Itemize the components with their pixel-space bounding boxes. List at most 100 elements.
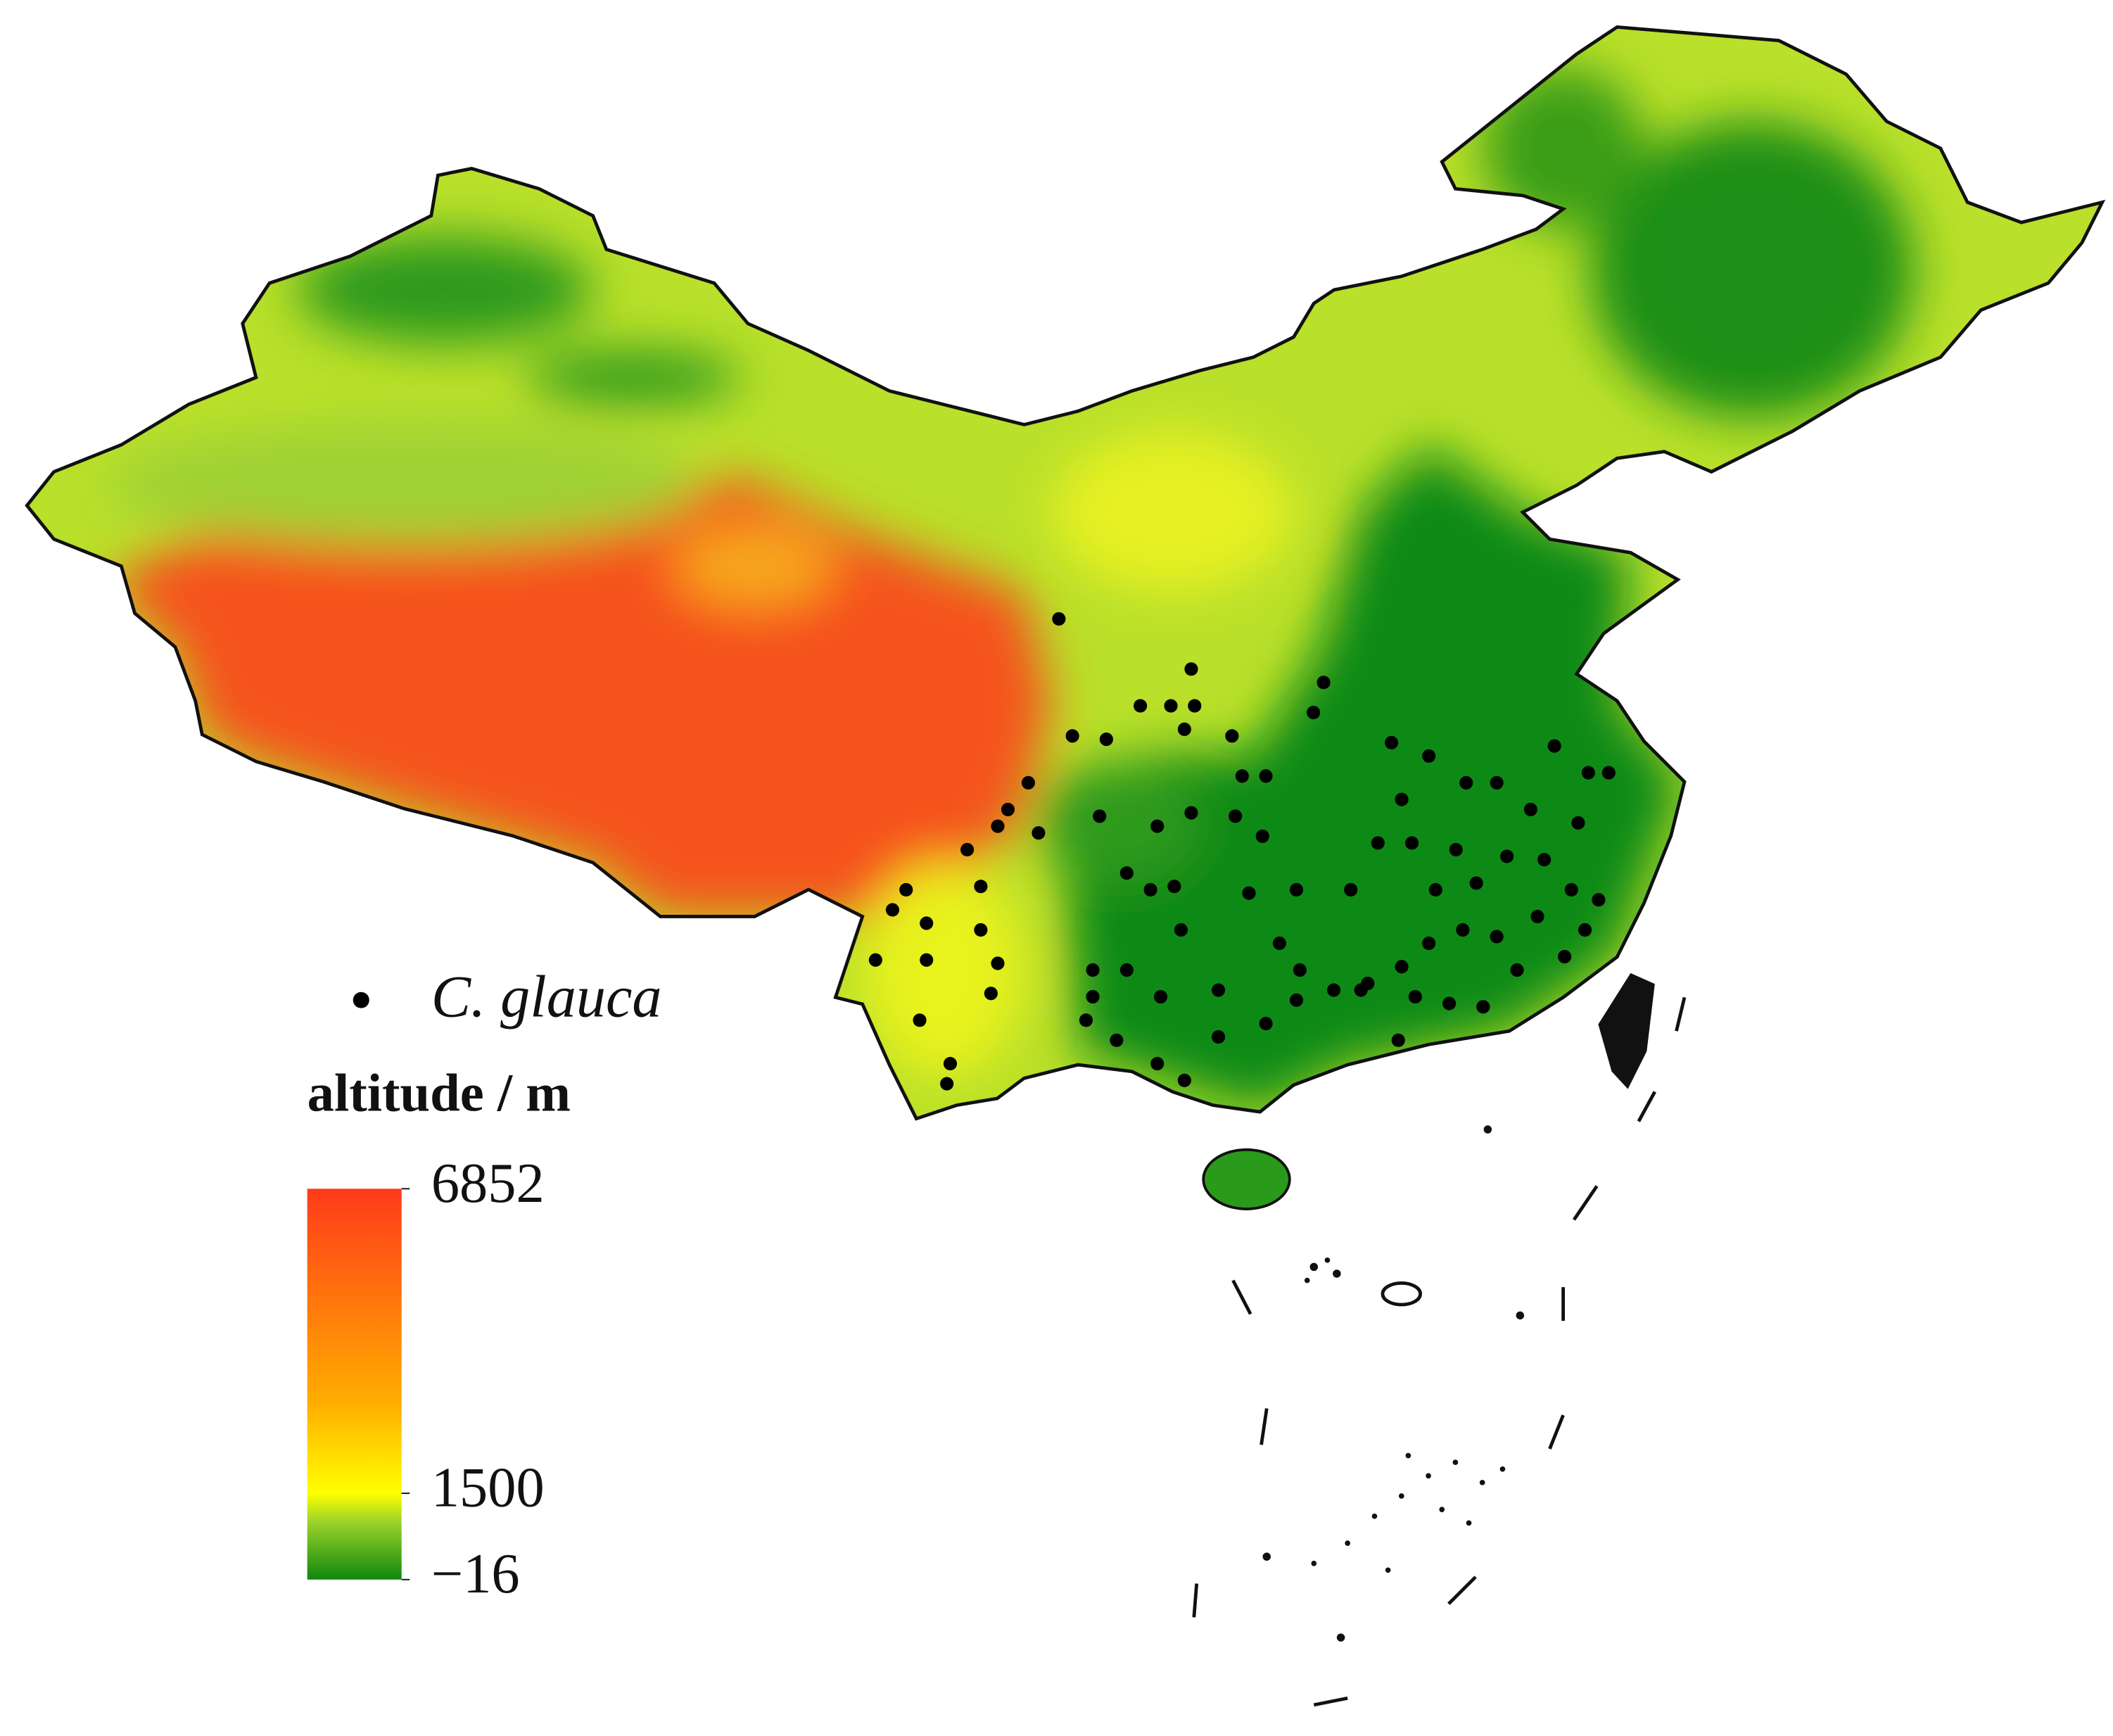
occurrence-point <box>1422 749 1436 763</box>
occurrence-point <box>974 880 988 894</box>
occurrence-point <box>1428 882 1442 897</box>
occurrence-point <box>1242 886 1256 900</box>
occurrence-point <box>1344 882 1358 897</box>
occurrence-point <box>1408 989 1422 1004</box>
occurrence-point <box>991 956 1005 970</box>
occurrence-point <box>1395 792 1409 806</box>
islands <box>1262 1125 1525 1642</box>
occurrence-point <box>1167 880 1181 894</box>
occurrence-point <box>899 882 913 897</box>
occurrence-point <box>1558 949 1572 964</box>
occurrence-point <box>940 1077 954 1091</box>
occurrence-point <box>1523 802 1537 816</box>
occurrence-points <box>868 612 1616 1091</box>
occurrence-point <box>1456 923 1470 937</box>
occurrence-point <box>1307 706 1321 720</box>
occurrence-point <box>1449 842 1463 856</box>
hainan-island <box>1202 1148 1291 1210</box>
occurrence-point <box>1469 876 1483 890</box>
occurrence-point <box>974 923 988 937</box>
occurrence-point <box>1086 989 1100 1004</box>
occurrence-point <box>868 953 882 967</box>
occurrence-point <box>1093 809 1107 823</box>
occurrence-point <box>1119 866 1134 880</box>
occurrence-point <box>1581 766 1595 780</box>
occurrence-point <box>1601 766 1616 780</box>
occurrence-point <box>1021 775 1035 790</box>
occurrence-point <box>1371 836 1385 850</box>
occurrence-point <box>984 987 998 1001</box>
occurrence-point <box>1537 853 1552 867</box>
colorbar-title: altitude / m <box>307 1063 571 1123</box>
occurrence-point <box>960 842 975 856</box>
occurrence-point <box>1272 936 1286 951</box>
occurrence-point <box>1259 1016 1273 1031</box>
occurrence-point <box>1327 983 1341 997</box>
occurrence-point <box>1211 983 1226 997</box>
occurrence-point <box>1177 722 1191 736</box>
colorbar-tick-label: 1500 <box>431 1457 545 1519</box>
occurrence-point <box>1289 882 1304 897</box>
occurrence-point <box>1119 963 1134 977</box>
occurrence-point <box>885 903 900 917</box>
occurrence-point <box>1442 996 1457 1010</box>
legend-marker <box>353 991 369 1008</box>
occurrence-point <box>1391 1033 1405 1047</box>
occurrence-point <box>991 819 1005 833</box>
taiwan-island <box>1598 972 1655 1089</box>
occurrence-point <box>1259 769 1273 783</box>
occurrence-point <box>1564 882 1578 897</box>
occurrence-point <box>1235 769 1249 783</box>
south-china-sea-boundary <box>1192 996 1687 1707</box>
colorbar <box>307 1189 402 1580</box>
occurrence-point <box>1188 699 1202 713</box>
occurrence-point <box>1134 699 1148 713</box>
occurrence-point <box>1530 909 1544 924</box>
occurrence-point <box>1476 1000 1490 1014</box>
occurrence-point <box>1177 1073 1191 1087</box>
occurrence-point <box>1293 963 1307 977</box>
occurrence-point <box>1099 733 1113 747</box>
occurrence-point <box>1225 729 1239 743</box>
occurrence-point <box>1354 983 1368 997</box>
occurrence-point <box>1174 923 1188 937</box>
occurrence-point <box>1510 963 1524 977</box>
occurrence-point <box>1490 930 1504 944</box>
occurrence-point <box>1229 809 1243 823</box>
legend-label: C. glauca <box>431 964 662 1029</box>
occurrence-point <box>1289 993 1304 1007</box>
occurrence-point <box>1150 819 1165 833</box>
occurrence-point <box>1571 816 1585 830</box>
occurrence-point <box>1490 775 1504 790</box>
occurrence-point <box>1184 662 1198 676</box>
occurrence-point <box>1255 829 1269 843</box>
occurrence-point <box>920 916 934 930</box>
occurrence-point <box>1547 739 1561 753</box>
occurrence-point <box>943 1056 958 1071</box>
occurrence-point <box>1052 612 1066 626</box>
occurrence-point <box>1578 923 1592 937</box>
occurrence-point <box>1153 989 1168 1004</box>
occurrence-point <box>1395 960 1409 974</box>
occurrence-point <box>1143 882 1157 897</box>
occurrence-point <box>1592 893 1606 907</box>
occurrence-point <box>1150 1056 1165 1071</box>
occurrence-point <box>913 1013 927 1027</box>
occurrence-point <box>1184 806 1198 820</box>
occurrence-point <box>1316 676 1331 690</box>
occurrence-point <box>1110 1033 1124 1047</box>
occurrence-point <box>1422 936 1436 951</box>
occurrence-point <box>1079 1013 1093 1027</box>
colorbar-tick-label: −16 <box>431 1542 520 1605</box>
colorbar-tick-label: 6852 <box>431 1152 545 1215</box>
occurrence-point <box>1385 735 1399 749</box>
occurrence-point <box>1500 849 1514 863</box>
occurrence-point <box>1459 775 1473 790</box>
occurrence-point <box>1065 729 1079 743</box>
occurrence-point <box>1164 699 1178 713</box>
occurrence-point <box>1211 1029 1226 1044</box>
occurrence-point <box>1086 963 1100 977</box>
occurrence-point <box>1001 802 1015 816</box>
